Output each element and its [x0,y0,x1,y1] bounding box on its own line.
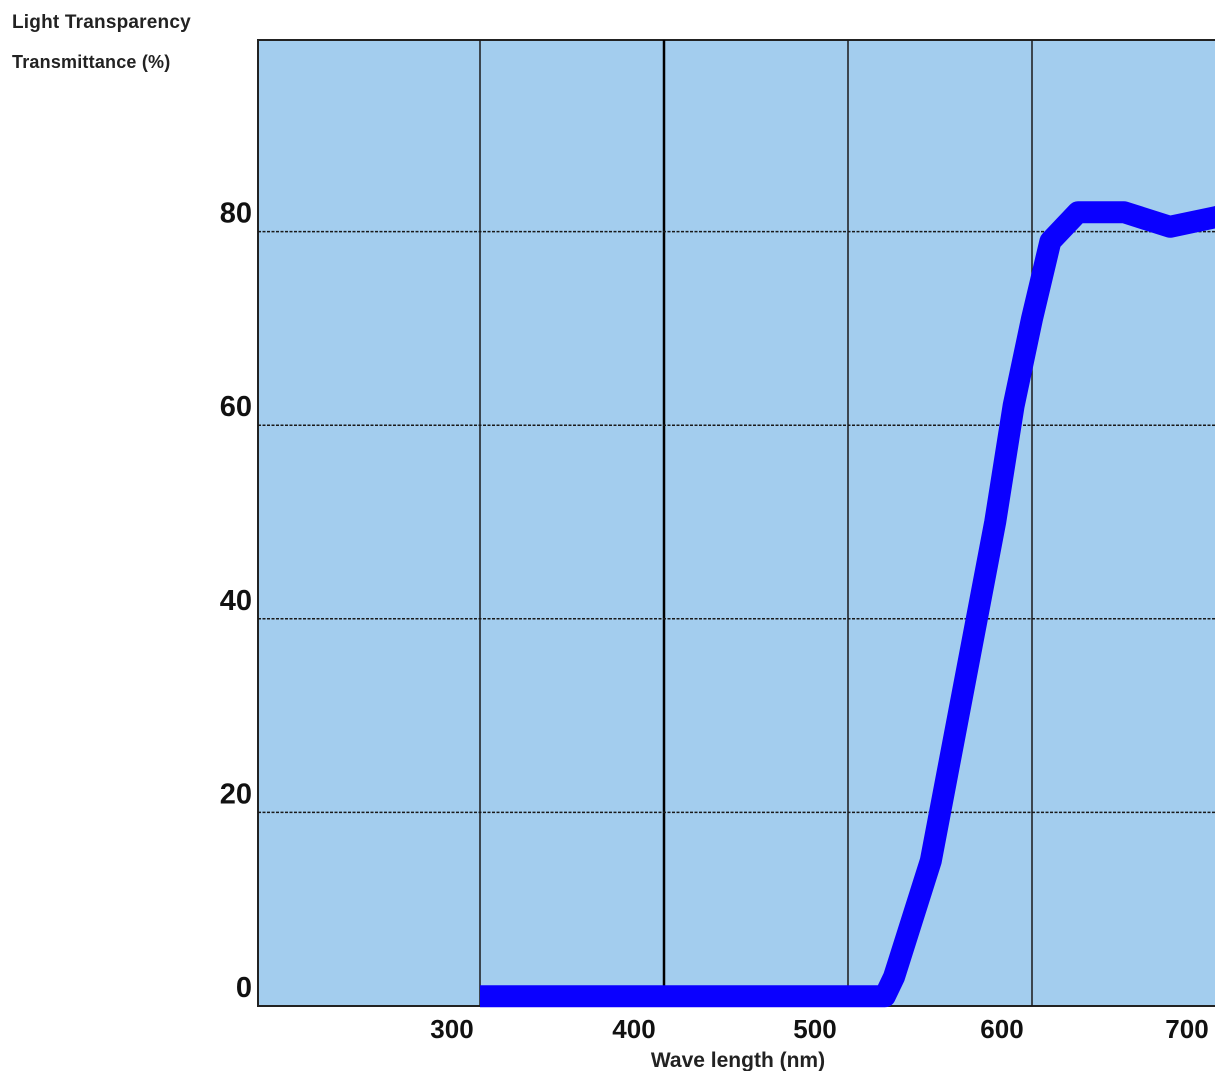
y-tick-labels: 0 20 40 60 80 [220,198,252,1004]
series-group [480,201,1215,1008]
y-tick-label: 0 [236,972,252,1004]
chart-title: Light Transparency [12,12,191,33]
y-tick-label: 40 [220,585,252,617]
y-tick-label: 60 [220,391,252,423]
horizontal-grid [258,230,1215,814]
x-tick-label: 500 [793,1014,836,1044]
x-axis-label: Wave length (nm) [651,1049,825,1071]
x-tick-labels: 300 400 500 600 700 [430,1014,1208,1044]
y-tick-label: 20 [220,778,252,810]
y-tick-label: 80 [220,198,252,230]
x-tick-label: 400 [612,1014,655,1044]
vertical-grid [479,40,1033,1006]
series-line [480,201,1215,1008]
x-tick-label: 300 [430,1014,473,1044]
x-tick-label: 600 [980,1014,1023,1044]
x-tick-label: 700 [1165,1014,1208,1044]
y-axis-label: Transmittance (%) [12,52,171,72]
plot-area [257,39,1215,1007]
